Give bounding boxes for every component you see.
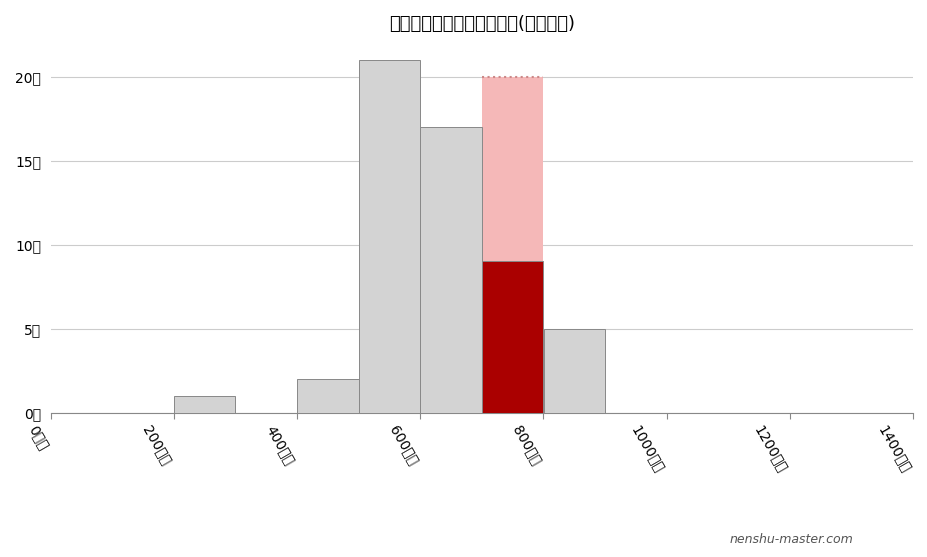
Bar <box>420 127 481 413</box>
Bar <box>359 60 420 413</box>
Bar <box>481 76 542 413</box>
Bar <box>174 396 235 413</box>
Title: 共英製鋼の年収ポジション(鉄鋼業内): 共英製鋼の年収ポジション(鉄鋼業内) <box>388 15 574 33</box>
Text: nenshu-master.com: nenshu-master.com <box>730 533 853 546</box>
Bar <box>297 379 358 413</box>
Bar <box>543 329 604 413</box>
Bar <box>481 261 542 413</box>
